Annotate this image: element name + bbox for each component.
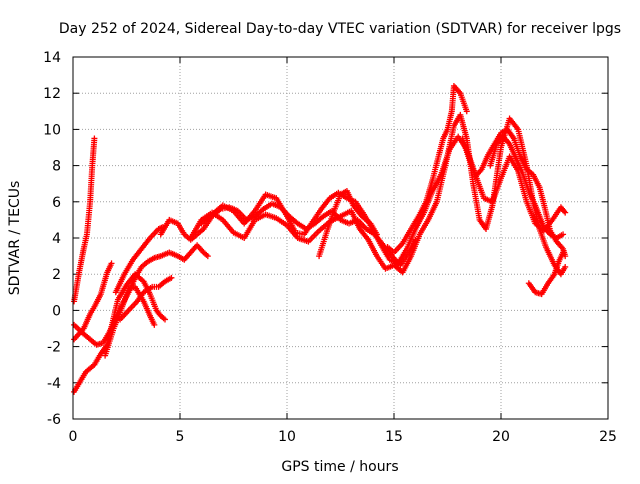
y-tick-label: -6 xyxy=(47,412,61,428)
data-point-track-n xyxy=(560,249,567,256)
data-point-track-j xyxy=(562,263,569,270)
x-tick-label: 20 xyxy=(492,429,510,445)
grid xyxy=(73,57,608,419)
y-tick-label: 10 xyxy=(43,122,61,138)
y-tick-label: 4 xyxy=(52,231,61,247)
x-tick-label: 0 xyxy=(69,429,78,445)
axes: 0 5 10 15 20 25 -6 -4 -2 0 2 4 6 8 10 12 14 xyxy=(43,50,617,445)
y-tick-label: 2 xyxy=(52,267,61,283)
x-tick-label: 25 xyxy=(599,429,617,445)
x-tick-label: 5 xyxy=(176,429,185,445)
data-point-track-b xyxy=(162,316,169,323)
y-axis-label: SDTVAR / TECUs xyxy=(7,181,23,296)
y-tick-label: 12 xyxy=(43,86,61,102)
data-point-track-e xyxy=(168,274,175,281)
data-point-track-c xyxy=(204,253,211,260)
data-point-track-a xyxy=(91,135,98,142)
y-tick-label: -4 xyxy=(47,376,61,392)
y-tick-label: -2 xyxy=(47,340,61,356)
data-points xyxy=(71,82,569,395)
data-point-track-f xyxy=(151,321,158,328)
plot-frame xyxy=(72,56,609,420)
y-tick-label: 8 xyxy=(52,159,61,175)
data-point-track-o xyxy=(560,231,567,238)
data-point-track-d xyxy=(108,260,115,267)
data-point-track-k xyxy=(373,231,380,238)
x-tick-label: 10 xyxy=(278,429,296,445)
y-tick-label: 0 xyxy=(52,303,61,319)
chart-title: Day 252 of 2024, Sidereal Day-to-day VTE… xyxy=(59,21,621,37)
y-tick-label: 6 xyxy=(52,195,61,211)
x-tick-label: 15 xyxy=(385,429,403,445)
y-tick-label: 14 xyxy=(43,50,61,66)
x-axis-label: GPS time / hours xyxy=(281,459,398,475)
data-point-track-i xyxy=(562,209,569,216)
data-point-track-l xyxy=(463,108,470,115)
